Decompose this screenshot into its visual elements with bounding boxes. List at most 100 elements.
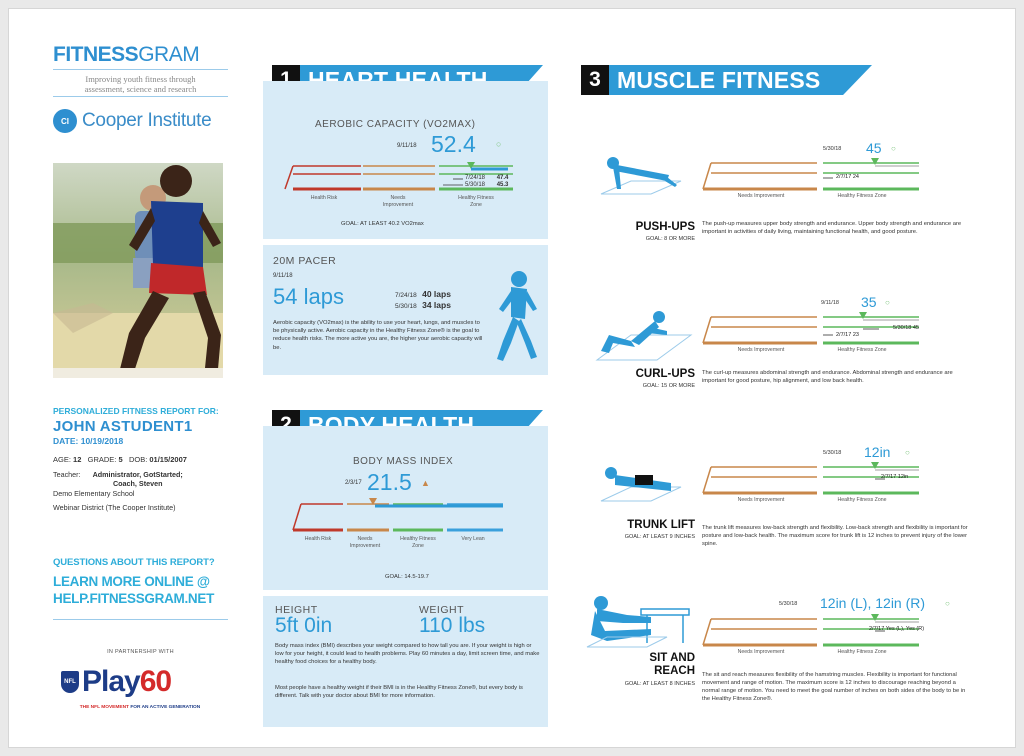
weight-value: 110 lbs — [419, 614, 486, 637]
aerobic-prior2: 5/30/18 45.3 — [465, 182, 508, 188]
sit-and-reach-check-icon: ○ — [945, 599, 950, 608]
curl-ups-date: 9/11/18 — [821, 300, 839, 306]
bmi-date: 2/3/17 — [345, 480, 362, 486]
aerobic-goal: GOAL: AT LEAST 40.2 VO2max — [341, 221, 424, 227]
cooper-seal-icon: CI — [53, 109, 77, 133]
aerobic-prior1-value: 47.4 — [496, 175, 509, 181]
trunk-lift-zone-ni: Needs Improvement — [737, 497, 785, 503]
report-date: DATE: 10/19/2018 — [53, 436, 233, 446]
bmi-score-marker — [369, 498, 377, 505]
curl-ups-score: 35 — [861, 294, 877, 310]
sit-and-reach-icon — [586, 596, 690, 648]
bmi-needs-improvement-bar — [347, 503, 389, 532]
play60-logo: NFL Play60 — [61, 663, 231, 701]
date-value: 10/19/2018 — [80, 436, 124, 446]
curl-ups-check-icon: ○ — [885, 298, 890, 307]
fitnessgram-report-page: FITNESSGRAM Improving youth fitness thro… — [8, 8, 1016, 748]
partner-divider — [53, 619, 228, 620]
aerobic-prior2-value: 45.3 — [496, 182, 509, 188]
student-demographics: AGE: 12 GRADE: 5 DOB: 01/15/2007 — [53, 455, 233, 464]
learn-more-line-1: LEARN MORE ONLINE @ — [53, 574, 210, 589]
movement-text: THE NFL MOVEMENT — [79, 705, 129, 710]
trunk-lift-zone-bars — [702, 462, 919, 495]
age-value: 12 — [73, 455, 82, 464]
pacer-prior2-date: 5/30/18 — [395, 303, 417, 310]
bmi-description-2: Most people have a healthy weight if the… — [275, 685, 523, 700]
sit-and-reach-zone-hfz: Healthy Fitness Zone — [837, 649, 887, 655]
report-for-label: PERSONALIZED FITNESS REPORT FOR: — [53, 406, 219, 416]
trunk-lift-goal: GOAL: AT LEAST 9 INCHES — [624, 534, 695, 540]
aerobic-capacity-title: AEROBIC CAPACITY (VO2MAX) — [315, 119, 476, 130]
teacher-info: Teacher: Administrator, GotStarted; Coac… — [53, 470, 233, 488]
bmi-title: BODY MASS INDEX — [353, 456, 454, 467]
sit-and-reach-name-line-1: SIT AND — [649, 652, 695, 664]
push-ups-zone-bars — [702, 158, 919, 191]
push-ups-description: The push-up measures upper body strength… — [702, 221, 962, 235]
sit-and-reach-zone-ni: Needs Improvement — [737, 649, 785, 655]
aerobic-needs-improvement-bar — [363, 165, 435, 191]
sit-and-reach-prior: 2/7/17 Yes (L), Yes (R) — [869, 626, 925, 632]
learn-more-link[interactable]: LEARN MORE ONLINE @ HELP.FITNESSGRAM.NET — [53, 573, 214, 607]
grade-value: 5 — [118, 455, 123, 464]
curl-ups-name: CURL-UPS — [635, 368, 695, 380]
questions-heading: QUESTIONS ABOUT THIS REPORT? — [53, 557, 215, 568]
tagline: Improving youth fitness through assessme… — [53, 74, 228, 94]
teacher-name-2: Coach, Steven — [112, 479, 163, 488]
logo-divider — [53, 69, 228, 70]
push-ups-prior: 2/7/17 24 — [836, 174, 859, 180]
dob-label: DOB: — [128, 455, 148, 464]
pacer-prior1: 7/24/18 40 laps — [395, 289, 451, 299]
pacer-title: 20M PACER — [273, 255, 337, 267]
sit-and-reach-date: 5/30/18 — [779, 601, 798, 607]
sixty-text: 60 — [139, 665, 172, 698]
cooper-institute-name: Cooper Institute — [82, 110, 212, 131]
trunk-lift-prior: 2/7/17 12in — [881, 474, 909, 480]
aerobic-zone-bars — [284, 162, 513, 191]
muscle-fitness-title: MUSCLE FITNESS — [609, 65, 872, 95]
trunk-lift-icon — [600, 467, 682, 502]
sit-and-reach-score: 12in (L), 12in (R) — [820, 595, 926, 611]
trunk-lift-name: TRUNK LIFT — [627, 519, 695, 531]
aerobic-prior2-date: 5/30/18 — [465, 182, 486, 188]
bmi-health-risk-bar — [292, 503, 343, 532]
left-column: FITNESSGRAM Improving youth fitness thro… — [53, 43, 233, 733]
movement-rest-text: FOR AN ACTIVE GENERATION — [130, 705, 201, 710]
running-kids-photo — [53, 163, 223, 378]
aerobic-zone-needs-improvement: Needs Improvement — [382, 195, 414, 208]
aerobic-health-risk-bar — [284, 165, 361, 191]
photo-illustration — [53, 163, 223, 378]
help-url[interactable]: HELP.FITNESSGRAM.NET — [53, 591, 215, 606]
push-ups-zone-ni: Needs Improvement — [737, 193, 785, 199]
bmi-zone-healthy: Healthy Fitness Zone — [400, 536, 436, 549]
student-name: JOHN ASTUDENT1 — [53, 418, 193, 435]
sit-and-reach-description: The sit and reach measures flexibility o… — [702, 672, 966, 702]
trunk-lift-date: 5/30/18 — [823, 450, 842, 456]
seal-text: CI — [61, 116, 69, 126]
grade-label: GRADE: — [87, 455, 117, 464]
trunk-lift-check-icon: ○ — [905, 448, 910, 457]
tagline-line-2: assessment, science and research — [84, 84, 197, 94]
aerobic-check-icon: ○ — [496, 139, 502, 149]
pacer-description: Aerobic capacity (VO2max) is the ability… — [273, 320, 483, 351]
logo-light: GRAM — [138, 43, 200, 66]
curl-ups-description: The curl-up measures abdominal strength … — [702, 370, 953, 384]
push-ups-name: PUSH-UPS — [635, 221, 695, 233]
aerobic-date: 9/11/18 — [397, 143, 417, 149]
push-up-icon — [600, 157, 682, 195]
aerobic-healthy-zone-bar — [439, 165, 513, 191]
push-ups-goal: GOAL: 8 OR MORE — [645, 236, 695, 242]
cooper-institute-logo: CI Cooper Institute — [53, 109, 233, 133]
play60-wordmark: Play60 — [82, 665, 172, 699]
trunk-lift-description: The trunk lift measures low-back strengt… — [702, 525, 968, 547]
student-info: PERSONALIZED FITNESS REPORT FOR: JOHN AS… — [53, 406, 233, 512]
nfl-shield-icon: NFL — [61, 671, 79, 693]
teacher-names: Administrator, GotStarted; Coach, Steven — [93, 470, 183, 488]
weight-label: WEIGHT — [419, 604, 464, 616]
play-text: Play — [82, 665, 141, 698]
partnership-label: IN PARTNERSHIP WITH — [107, 649, 174, 655]
tagline-divider — [53, 96, 228, 97]
school-name: Demo Elementary School — [53, 489, 135, 498]
teacher-label: Teacher: — [53, 470, 81, 479]
curl-ups-zone-hfz: Healthy Fitness Zone — [837, 347, 887, 353]
nfl-text: NFL — [64, 679, 76, 685]
